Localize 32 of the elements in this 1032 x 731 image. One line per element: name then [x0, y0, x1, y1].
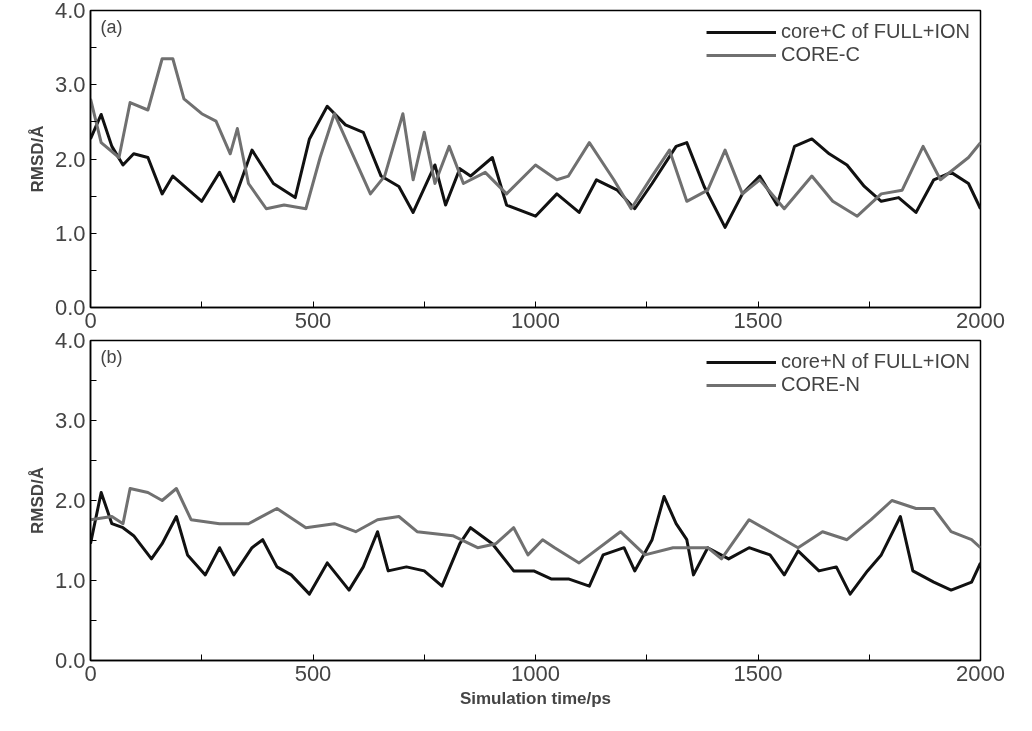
- y-tick-label: 1.0: [54, 220, 86, 246]
- x-tick-label: 1000: [511, 660, 560, 686]
- y-tick-label: 0.0: [54, 295, 86, 320]
- line-series: [90, 491, 981, 596]
- y-axis-title: RMSD/Å: [27, 125, 47, 193]
- legend-label: core+N of FULL+ION: [781, 350, 970, 373]
- x-tick-label: 2000: [956, 660, 1005, 686]
- line-series: [90, 104, 981, 229]
- annotation: (a): [100, 16, 123, 37]
- y-tick-label: 2.0: [54, 146, 86, 172]
- x-tick-label: 500: [294, 307, 332, 333]
- x-axis-title: Simulation time/ps: [459, 688, 612, 708]
- y-tick-label: 4.0: [54, 328, 86, 353]
- y-tick-label: 3.0: [54, 72, 86, 98]
- x-tick-label: 500: [294, 660, 332, 686]
- legend-label: CORE-N: [781, 373, 860, 396]
- x-tick-label: 0: [84, 660, 97, 686]
- x-tick-label: 1500: [733, 660, 783, 686]
- y-tick-label: 2.0: [54, 488, 86, 513]
- y-axis-title: RMSD/Å: [27, 466, 47, 535]
- y-tick-label: 4.0: [54, 0, 86, 23]
- y-tick-label: 0.0: [54, 648, 86, 673]
- x-tick-label: 2000: [956, 307, 1005, 333]
- annotation: (b): [100, 346, 123, 367]
- y-tick-label: 3.0: [54, 408, 86, 433]
- y-tick-label: 1.0: [54, 568, 86, 593]
- legend-label: CORE-C: [781, 43, 860, 66]
- x-tick-label: 1500: [733, 307, 783, 333]
- legend-label: core+C of FULL+ION: [781, 20, 970, 43]
- x-tick-label: 1000: [511, 307, 560, 333]
- x-tick-label: 0: [84, 307, 97, 333]
- line-series: [90, 487, 981, 565]
